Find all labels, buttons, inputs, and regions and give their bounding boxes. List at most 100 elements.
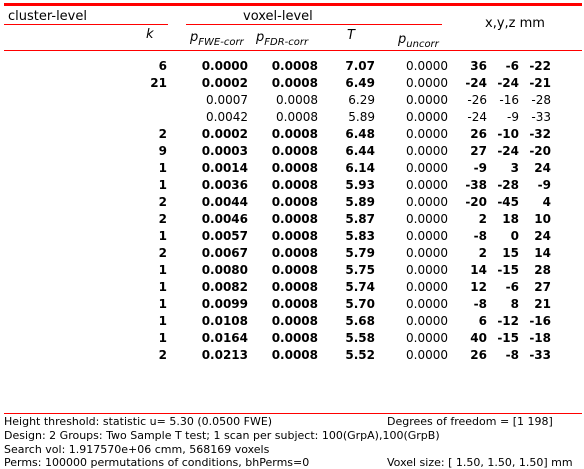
- cell-y: -6: [505, 280, 519, 294]
- cell-y: 3: [510, 161, 519, 175]
- cell-p-fdr: 0.0008: [271, 195, 318, 209]
- cell-y: -28: [497, 178, 519, 192]
- cell-p-fdr: 0.0008: [271, 178, 318, 192]
- cell-k: 2: [158, 246, 167, 260]
- cell-p-uncorr: 0.0000: [406, 314, 448, 328]
- cell-y: 15: [502, 246, 519, 260]
- cell-t: 6.44: [345, 144, 375, 158]
- p-fwe-symbol: p: [190, 30, 199, 45]
- cell-p-fwe: 0.0082: [201, 280, 248, 294]
- cell-p-uncorr: 0.0000: [406, 331, 448, 345]
- cell-p-fdr: 0.0008: [271, 161, 318, 175]
- cell-p-fdr: 0.0008: [271, 127, 318, 141]
- cell-z: 14: [534, 246, 551, 260]
- cell-t: 5.52: [345, 348, 375, 362]
- cell-p-fdr: 0.0008: [271, 348, 318, 362]
- cell-p-fdr: 0.0008: [271, 229, 318, 243]
- cell-k: 21: [150, 76, 167, 90]
- cell-t: 5.89: [348, 110, 375, 124]
- table-row: 1 0.0164 0.0008 5.58 0.0000 40 -15 -18: [0, 331, 584, 348]
- cell-k: 6: [158, 59, 167, 73]
- cell-p-fwe: 0.0044: [201, 195, 248, 209]
- cell-t: 6.14: [345, 161, 375, 175]
- cell-p-fdr: 0.0008: [271, 314, 318, 328]
- voxel-level-rule: [186, 24, 442, 25]
- cell-t: 5.93: [345, 178, 375, 192]
- cluster-level-rule: [4, 24, 168, 25]
- cell-p-uncorr: 0.0000: [406, 127, 448, 141]
- cell-y: 8: [510, 297, 519, 311]
- cell-z: -32: [529, 127, 551, 141]
- cell-t: 5.58: [345, 331, 375, 345]
- cell-p-fdr: 0.0008: [271, 280, 318, 294]
- cell-x: 2: [478, 246, 487, 260]
- design-description: Design: 2 Groups: Two Sample T test; 1 s…: [4, 429, 440, 442]
- cell-k: 1: [158, 161, 167, 175]
- p-uncorr-subscript: uncorr: [406, 39, 439, 50]
- cell-z: -33: [531, 110, 551, 124]
- top-rule: [4, 3, 582, 6]
- cell-x: 2: [478, 212, 487, 226]
- p-uncorr-symbol: p: [398, 32, 407, 47]
- cell-p-uncorr: 0.0000: [406, 348, 448, 362]
- table-row: 1 0.0014 0.0008 6.14 0.0000 -9 3 24: [0, 161, 584, 178]
- cell-y: -6: [505, 59, 519, 73]
- cell-t: 5.89: [345, 195, 375, 209]
- cell-p-fdr: 0.0008: [276, 93, 318, 107]
- cell-p-fwe: 0.0046: [201, 212, 248, 226]
- cell-k: 1: [158, 297, 167, 311]
- k-column-header: k: [146, 27, 154, 42]
- cell-z: 27: [534, 280, 551, 294]
- cell-t: 5.75: [345, 263, 375, 277]
- cell-z: 21: [534, 297, 551, 311]
- cell-x: -24: [465, 76, 487, 90]
- cell-z: -33: [529, 348, 551, 362]
- cell-x: -8: [473, 229, 487, 243]
- cell-p-uncorr: 0.0000: [406, 93, 448, 107]
- p-fdr-header: pFDR-corr: [256, 30, 308, 48]
- table-row: 0.0007 0.0008 6.29 0.0000 -26 -16 -28: [0, 93, 584, 110]
- cell-x: -9: [473, 161, 487, 175]
- cell-p-uncorr: 0.0000: [406, 280, 448, 294]
- table-row: 0.0042 0.0008 5.89 0.0000 -24 -9 -33: [0, 110, 584, 127]
- coords-heading: x,y,z mm: [485, 16, 545, 31]
- cell-p-uncorr: 0.0000: [406, 59, 448, 73]
- header-bottom-rule: [4, 50, 582, 51]
- table-row: 1 0.0099 0.0008 5.70 0.0000 -8 8 21: [0, 297, 584, 314]
- cell-t: 6.29: [348, 93, 375, 107]
- cell-p-fwe: 0.0000: [201, 59, 248, 73]
- degrees-of-freedom: Degrees of freedom = [1 198]: [387, 415, 553, 428]
- cell-k: 9: [158, 144, 167, 158]
- table-row: 2 0.0067 0.0008 5.79 0.0000 2 15 14: [0, 246, 584, 263]
- cell-k: 1: [158, 331, 167, 345]
- cell-t: 5.87: [345, 212, 375, 226]
- cell-p-fwe: 0.0080: [201, 263, 248, 277]
- cell-x: -8: [473, 297, 487, 311]
- p-fdr-symbol: p: [256, 30, 265, 45]
- cell-k: 2: [158, 127, 167, 141]
- cell-x: 6: [478, 314, 487, 328]
- cell-y: -16: [499, 93, 519, 107]
- p-fwe-header: pFWE-corr: [190, 30, 244, 48]
- cell-p-uncorr: 0.0000: [406, 229, 448, 243]
- cell-y: -15: [497, 263, 519, 277]
- cell-p-fdr: 0.0008: [271, 246, 318, 260]
- table-row: 1 0.0108 0.0008 5.68 0.0000 6 -12 -16: [0, 314, 584, 331]
- cell-p-uncorr: 0.0000: [406, 178, 448, 192]
- cell-t: 6.48: [345, 127, 375, 141]
- cell-p-fwe: 0.0007: [206, 93, 248, 107]
- footer-rule: [4, 413, 582, 414]
- cell-k: 1: [158, 314, 167, 328]
- p-uncorr-header: puncorr: [398, 32, 439, 50]
- cell-p-fwe: 0.0002: [201, 127, 248, 141]
- cell-z: -22: [529, 59, 551, 73]
- cell-y: 0: [510, 229, 519, 243]
- cell-p-fwe: 0.0099: [201, 297, 248, 311]
- cell-p-uncorr: 0.0000: [406, 110, 448, 124]
- cell-k: 2: [158, 195, 167, 209]
- cell-z: -9: [537, 178, 551, 192]
- cell-k: 2: [158, 348, 167, 362]
- cell-p-fdr: 0.0008: [276, 110, 318, 124]
- cell-p-fwe: 0.0213: [201, 348, 248, 362]
- table-row: 21 0.0002 0.0008 6.49 0.0000 -24 -24 -21: [0, 76, 584, 93]
